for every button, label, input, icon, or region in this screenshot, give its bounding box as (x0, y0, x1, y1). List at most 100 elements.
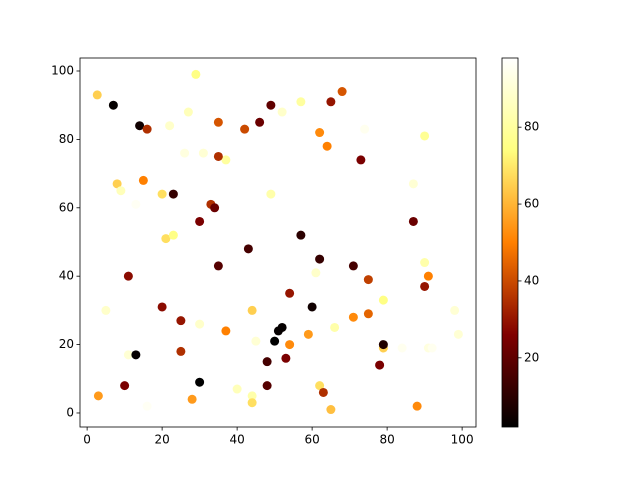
point (315, 381, 325, 391)
point (273, 326, 283, 336)
point (378, 340, 388, 350)
point (176, 346, 186, 356)
point (176, 316, 186, 326)
point (213, 261, 223, 271)
x-tick-label: 20 (154, 433, 169, 447)
x-tick-label: 80 (379, 433, 394, 447)
y-tick-label: 0 (66, 405, 74, 419)
point (420, 281, 430, 291)
point (247, 398, 257, 408)
point (135, 121, 145, 131)
point (420, 131, 430, 141)
point (180, 148, 190, 158)
point (116, 186, 126, 196)
point (138, 175, 148, 185)
y-tick-label: 60 (59, 200, 74, 214)
colorbar (502, 58, 518, 427)
x-tick-label: 100 (451, 433, 474, 447)
y-tick-label: 80 (59, 132, 74, 146)
axes-frame (79, 57, 477, 428)
point (266, 100, 276, 110)
point (112, 179, 122, 189)
point (213, 117, 223, 127)
colorbar-tick-label: 80 (524, 120, 539, 134)
point (270, 336, 280, 346)
point (187, 394, 197, 404)
point (92, 90, 102, 100)
point (195, 216, 205, 226)
point (360, 124, 370, 134)
point (348, 312, 358, 322)
point (311, 268, 321, 278)
point (101, 305, 111, 315)
point (168, 230, 178, 240)
point (285, 288, 295, 298)
point (420, 258, 430, 268)
point (120, 381, 130, 391)
point (255, 117, 265, 127)
point (210, 203, 220, 213)
point (262, 357, 272, 367)
point (378, 295, 388, 305)
point (168, 189, 178, 199)
point (251, 336, 261, 346)
point (348, 261, 358, 271)
point (296, 230, 306, 240)
point (285, 340, 295, 350)
point (281, 353, 291, 363)
point (303, 329, 313, 339)
point (232, 384, 242, 394)
point (363, 275, 373, 285)
point (412, 401, 422, 411)
point (277, 107, 287, 117)
colorbar-tick-label: 60 (524, 197, 539, 211)
point (131, 350, 141, 360)
point (337, 87, 347, 97)
point (307, 302, 317, 312)
point (363, 309, 373, 319)
colorbar-tick-label: 40 (524, 273, 539, 287)
point (157, 189, 167, 199)
y-tick-label: 40 (59, 269, 74, 283)
point (93, 391, 103, 401)
point (322, 141, 332, 151)
point (408, 216, 418, 226)
point (247, 391, 257, 401)
point (142, 401, 152, 411)
point (157, 302, 167, 312)
point (123, 271, 133, 281)
point (266, 189, 276, 199)
point (315, 128, 325, 138)
point (161, 234, 171, 244)
point (326, 405, 336, 415)
point (191, 69, 201, 79)
point (142, 124, 152, 134)
point (123, 350, 133, 360)
point (330, 322, 340, 332)
point (262, 381, 272, 391)
point (408, 179, 418, 189)
y-tick-label: 20 (59, 337, 74, 351)
point (195, 377, 205, 387)
point (108, 100, 118, 110)
x-tick-label: 0 (83, 433, 91, 447)
point (315, 254, 325, 264)
point (423, 271, 433, 281)
point (427, 343, 437, 353)
point (221, 326, 231, 336)
point (243, 244, 253, 254)
point (240, 124, 250, 134)
point (453, 329, 463, 339)
colorbar-frame (501, 57, 519, 428)
point (198, 148, 208, 158)
point (296, 97, 306, 107)
x-tick-label: 40 (229, 433, 244, 447)
colorbar-tick-label: 20 (524, 350, 539, 364)
point (375, 360, 385, 370)
point (397, 343, 407, 353)
point (213, 151, 223, 161)
point (450, 305, 460, 315)
x-tick-label: 60 (304, 433, 319, 447)
y-tick-label: 100 (51, 63, 74, 77)
